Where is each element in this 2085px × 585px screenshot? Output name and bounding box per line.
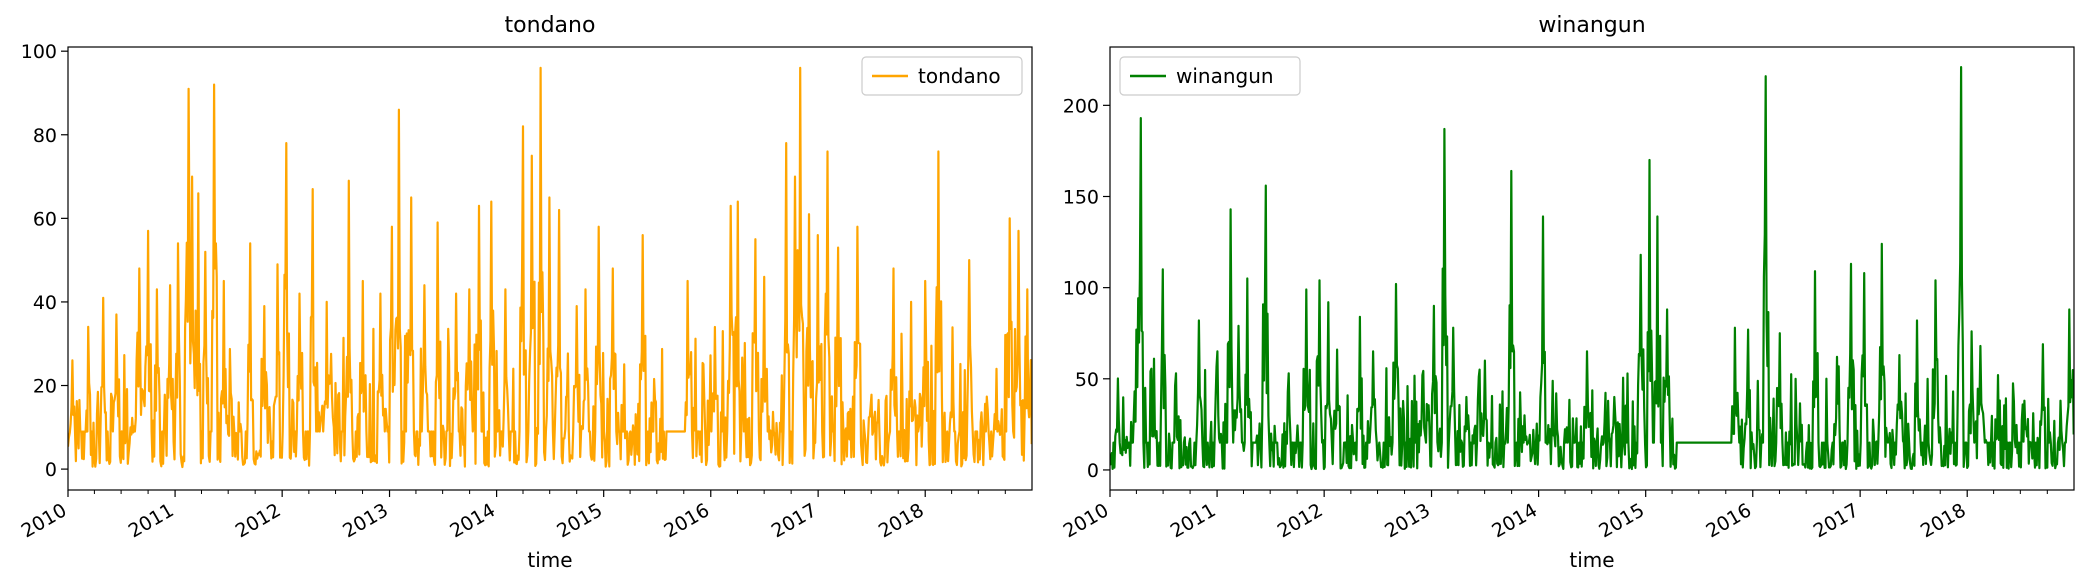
legend: winangun [1119, 56, 1301, 96]
y-tick-label: 40 [33, 292, 57, 314]
x-tick-label: 2015 [553, 499, 606, 542]
x-tick-label: 2015 [1595, 499, 1648, 542]
legend-label: tondano [918, 64, 1001, 88]
y-tick-label: 0 [1087, 460, 1099, 482]
x-tick-label: 2012 [1274, 499, 1327, 542]
x-tick-label: 2012 [232, 499, 285, 542]
y-tick-label: 50 [1075, 369, 1099, 391]
chart-panel-tondano: tondano 0 20 40 60 80 100 2010 2011 2012 2013 2014… [18, 13, 1033, 572]
chart-title: tondano [505, 13, 596, 38]
y-tick-label: 150 [1063, 186, 1099, 208]
y-tick-label: 200 [1063, 95, 1099, 117]
plot-area [1110, 66, 2074, 471]
x-tick-label: 2017 [1810, 499, 1863, 542]
x-tick-label: 2017 [768, 499, 821, 542]
x-tick-label: 2016 [660, 499, 713, 542]
plot-area [68, 66, 1032, 469]
chart-panel-winangun: winangun 0 50 100 150 200 2010 2011 2012 2013 201… [1060, 13, 2075, 572]
x-tick-label: 2011 [1167, 499, 1220, 542]
series-line-winangun [1110, 66, 2074, 471]
y-tick-label: 0 [45, 459, 57, 481]
x-tick-label: 2018 [1917, 499, 1970, 542]
legend: tondano [861, 56, 1023, 96]
y-tick-label: 80 [33, 125, 57, 147]
series-line-tondano [68, 66, 1032, 469]
y-tick-label: 20 [33, 376, 57, 398]
x-tick-label: 2013 [339, 499, 392, 542]
x-axis-label: time [527, 548, 572, 572]
chart-title: winangun [1538, 13, 1645, 38]
x-tick-label: 2018 [875, 499, 928, 542]
x-tick-label: 2014 [1488, 499, 1541, 542]
x-tick-label: 2011 [125, 499, 178, 542]
y-tick-label: 100 [1063, 278, 1099, 300]
y-tick-label: 100 [21, 41, 57, 63]
x-tick-label: 2016 [1702, 499, 1755, 542]
x-tick-label: 2013 [1381, 499, 1434, 542]
legend-box [1119, 56, 1301, 96]
x-tick-label: 2010 [18, 499, 71, 542]
x-tick-label: 2014 [446, 499, 499, 542]
y-tick-label: 60 [33, 208, 57, 230]
x-axis-label: time [1569, 548, 1614, 572]
x-tick-label: 2010 [1060, 499, 1113, 542]
legend-box [861, 56, 1023, 96]
legend-label: winangun [1176, 64, 1274, 88]
